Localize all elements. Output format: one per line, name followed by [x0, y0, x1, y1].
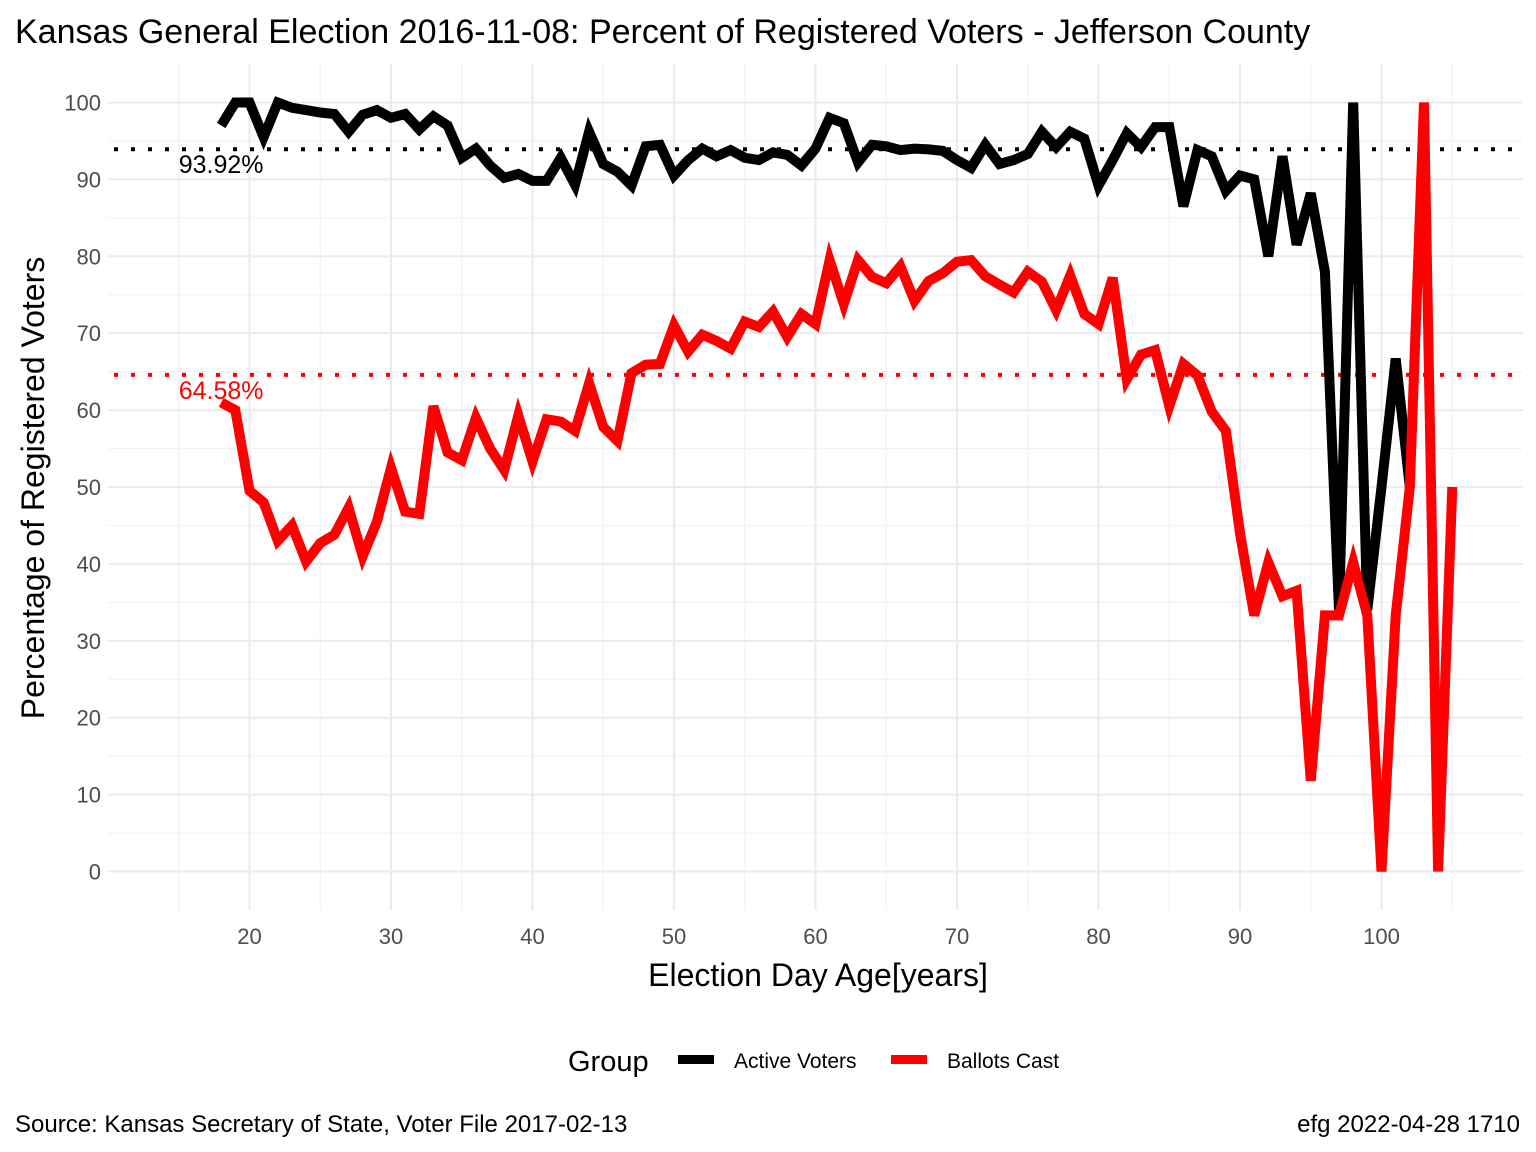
legend-label-ballots-cast: Ballots Cast	[947, 1050, 1059, 1073]
x-axis-ticks: 20 30 40 50 60 70 80 90 100	[237, 924, 1400, 949]
legend-title: Group	[568, 1046, 649, 1078]
chart-title: Kansas General Election 2016-11-08: Perc…	[15, 13, 1310, 51]
x-tick-label: 20	[237, 924, 261, 949]
x-tick-label: 30	[379, 924, 403, 949]
x-tick-label: 60	[803, 924, 827, 949]
y-axis-ticks: 0 10 20 30 40 50 60 70 80 90 100	[64, 90, 101, 884]
y-tick-label: 90	[77, 167, 101, 192]
y-axis-title: Percentage of Registered Voters	[15, 257, 51, 720]
series-line-ballots-cast	[218, 102, 1458, 872]
x-tick-label: 90	[1228, 924, 1252, 949]
y-tick-label: 40	[77, 552, 101, 577]
y-tick-label: 0	[89, 860, 101, 885]
reference-lines	[114, 147, 1523, 377]
credit-caption: efg 2022-04-28 1710	[1297, 1111, 1520, 1138]
x-tick-label: 70	[945, 924, 969, 949]
legend-key-active-voters	[678, 1055, 714, 1064]
x-tick-label: 50	[662, 924, 686, 949]
series-lines	[216, 96, 1458, 872]
reference-label: 64.58%	[179, 377, 264, 405]
legend-key-ballots-cast	[891, 1055, 927, 1064]
y-tick-label: 30	[77, 629, 101, 654]
y-tick-label: 100	[64, 90, 101, 115]
x-axis-title: Election Day Age[years]	[648, 957, 988, 993]
x-tick-label: 40	[520, 924, 544, 949]
reference-label: 93.92%	[179, 151, 264, 179]
legend-label-active-voters: Active Voters	[734, 1050, 857, 1073]
x-tick-label: 80	[1086, 924, 1110, 949]
y-tick-label: 50	[77, 475, 101, 500]
series-line-active-voters	[216, 96, 1415, 611]
x-tick-label: 100	[1363, 924, 1400, 949]
legend: Group Active Voters Ballots Cast	[568, 1046, 1059, 1078]
reference-labels: 93.92% 64.58%	[179, 151, 264, 405]
y-tick-label: 70	[77, 321, 101, 346]
y-tick-label: 10	[77, 783, 101, 808]
y-tick-label: 20	[77, 706, 101, 731]
y-tick-label: 80	[77, 244, 101, 269]
source-caption: Source: Kansas Secretary of State, Voter…	[15, 1111, 627, 1138]
y-tick-label: 60	[77, 398, 101, 423]
